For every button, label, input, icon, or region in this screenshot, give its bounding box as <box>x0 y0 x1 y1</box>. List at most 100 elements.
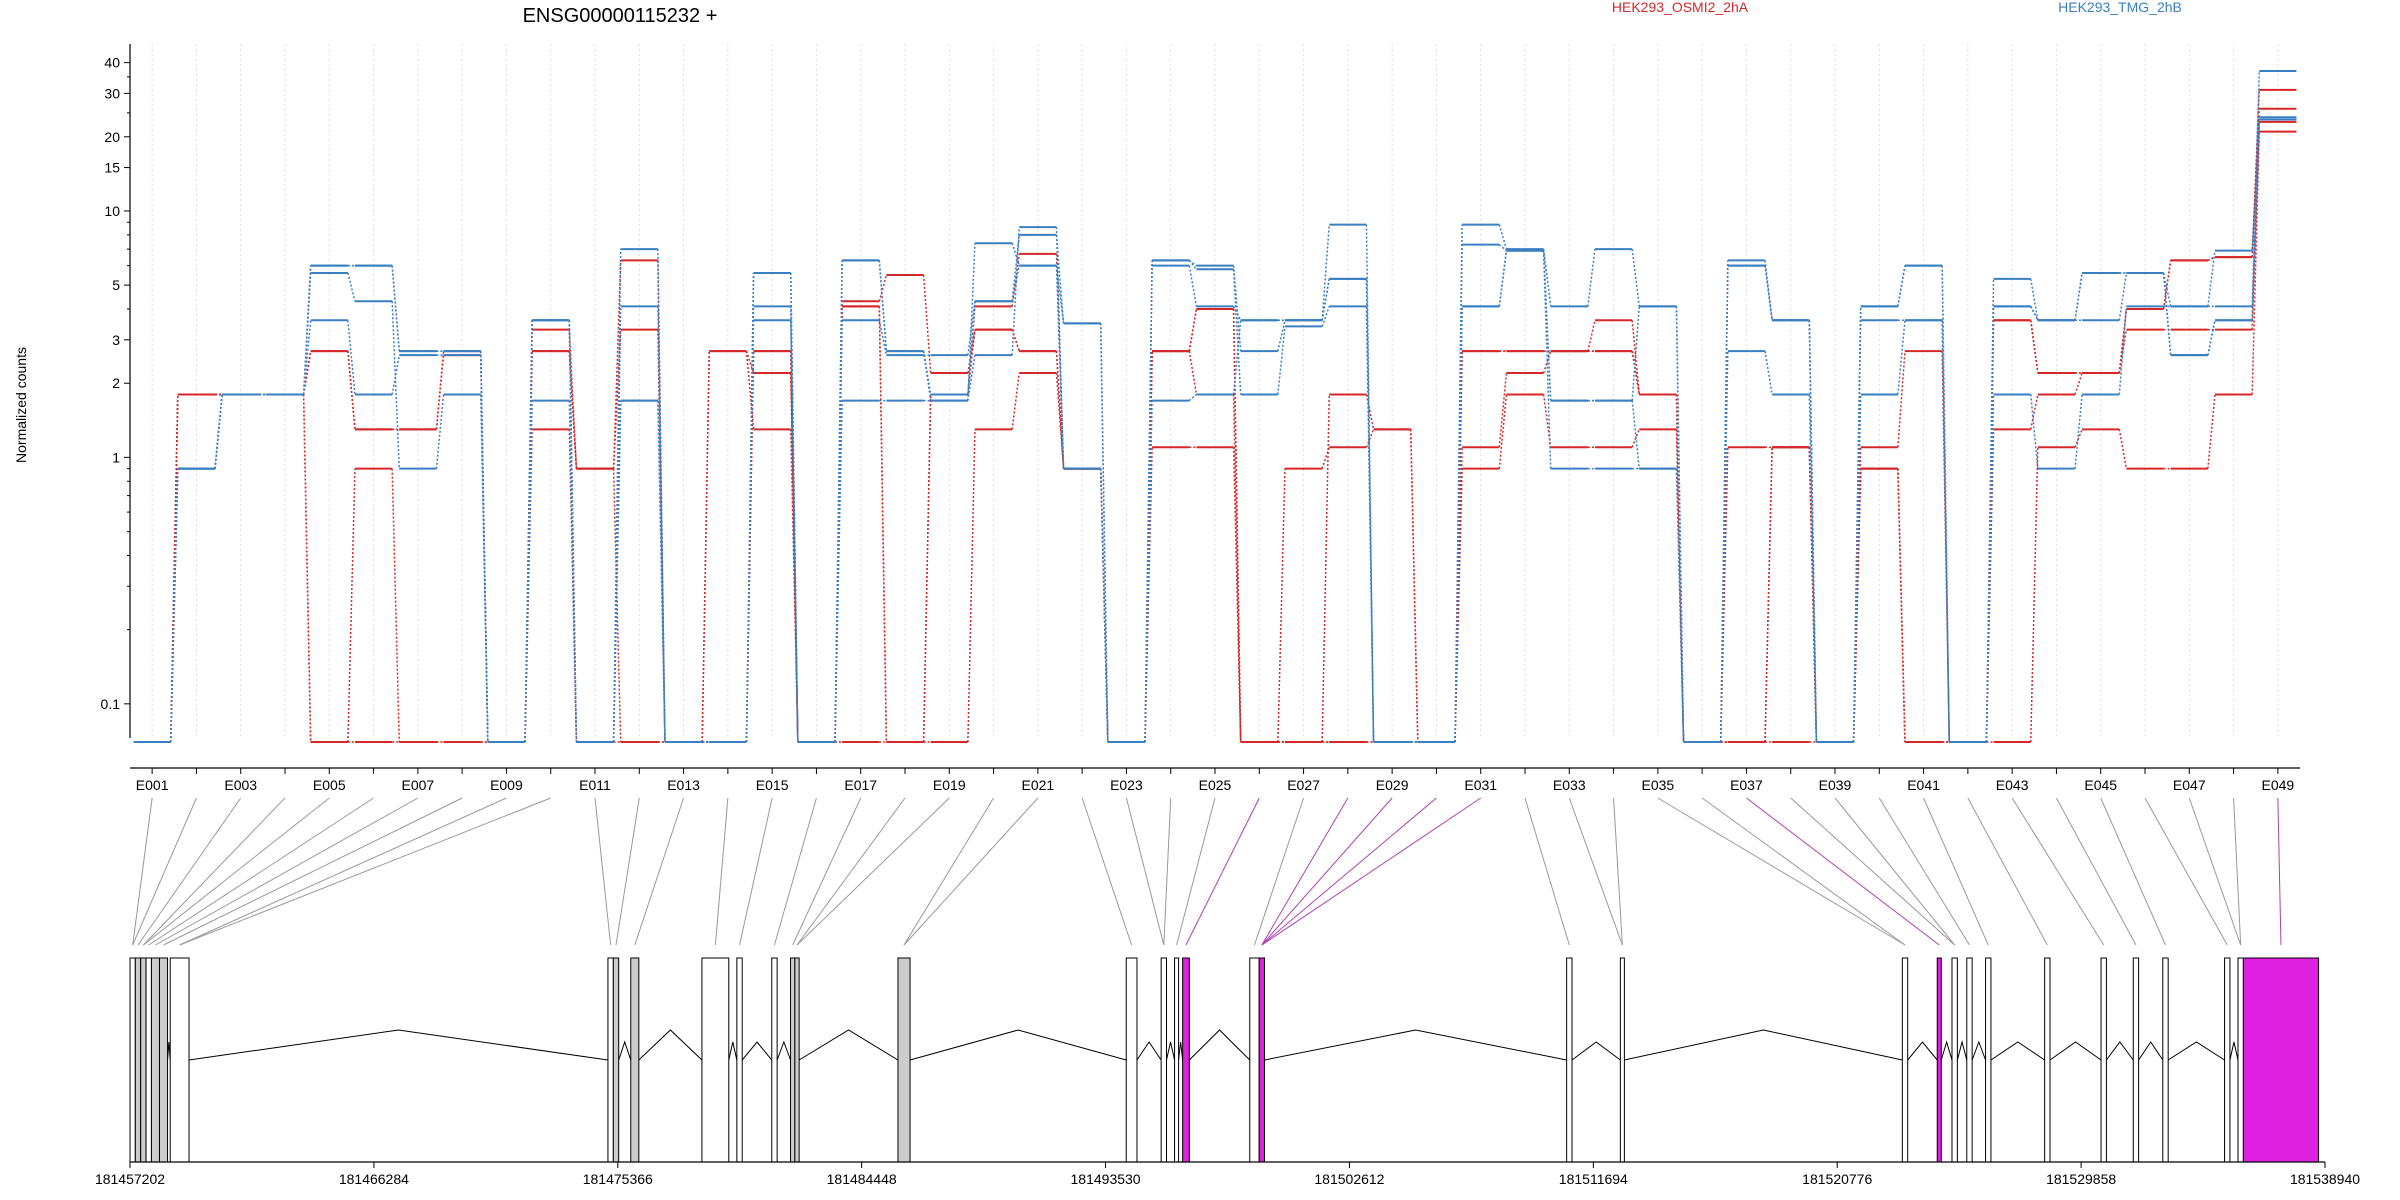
series-connector <box>1542 394 1552 448</box>
series-lines <box>133 69 2297 743</box>
exon-box <box>2100 957 2107 1163</box>
exon-connector <box>137 797 242 946</box>
exon-box <box>1951 957 1958 1163</box>
series-connector <box>1099 323 1109 743</box>
series-connector <box>1321 394 1331 743</box>
coord-tick-label: 181511694 <box>1559 1171 1628 1187</box>
exon-box <box>169 957 190 1163</box>
series-connector <box>347 351 356 430</box>
exon-tick-label: E017 <box>844 777 877 793</box>
series-connector <box>878 320 888 356</box>
series-connector <box>1498 394 1508 469</box>
series-connector <box>2030 394 2039 430</box>
exon-connector <box>2011 797 2105 946</box>
series-group <box>133 69 2297 743</box>
exon-connector <box>1261 797 1349 946</box>
series-connector <box>834 320 843 743</box>
coord-tick-label: 181493530 <box>1071 1171 1141 1187</box>
series-connector <box>1498 244 1507 252</box>
series-connector <box>1587 320 1596 352</box>
exon-connector <box>714 797 729 946</box>
exon-connector <box>2277 797 2282 946</box>
series-connector <box>1232 447 1242 743</box>
exon-connector <box>739 797 773 946</box>
exon-connector <box>594 797 612 946</box>
exon-connector <box>1125 797 1165 946</box>
coord-tick-label: 181529858 <box>2046 1171 2116 1187</box>
exon-box <box>1619 957 1625 1163</box>
series-connector <box>745 273 755 743</box>
exon-connector <box>1878 797 1970 946</box>
exon-connector <box>615 797 640 946</box>
intron-line <box>1571 1041 1621 1061</box>
exon-tick-label: E049 <box>2262 777 2295 793</box>
intron-line <box>1940 1040 1953 1061</box>
series-connector <box>1542 249 1552 307</box>
exon-box <box>897 957 911 1163</box>
series-connector <box>1365 278 1375 743</box>
exon-tick-label: E015 <box>756 777 789 793</box>
exon-connector <box>773 797 817 946</box>
exon-grid <box>151 44 2279 738</box>
intron-line <box>1178 1041 1184 1061</box>
series-connector <box>878 260 888 352</box>
series-connector <box>1631 350 1640 395</box>
intron-line <box>2167 1041 2225 1061</box>
y-axis: 0.1 1 2 3 5 10 15 20 30 40 <box>101 44 131 738</box>
intron-line <box>1956 1040 1968 1061</box>
series-connector <box>391 355 400 395</box>
exon-connector <box>1176 797 1216 946</box>
series-connector <box>1719 351 1729 743</box>
series-connector <box>1277 326 1286 395</box>
coord-tick-label: 181484448 <box>827 1171 897 1187</box>
series-connector <box>922 394 932 743</box>
series-connector <box>2207 250 2216 307</box>
exon-connector <box>792 797 862 946</box>
exon-connector <box>132 797 153 946</box>
series-connector <box>1011 372 1021 430</box>
exon-connector <box>1568 797 1623 946</box>
series-connector <box>745 273 755 743</box>
series-connector <box>701 351 711 743</box>
intron-line <box>728 1041 738 1061</box>
series-group <box>133 118 2297 743</box>
exon-connector <box>179 797 507 946</box>
exon-tick-label: E003 <box>224 777 257 793</box>
intron-line <box>1188 1029 1251 1061</box>
series-connector <box>612 400 622 743</box>
series-connector <box>1587 249 1596 307</box>
exon-box <box>1182 957 1190 1163</box>
exon-box <box>2237 957 2244 1163</box>
series-connector <box>834 400 843 743</box>
series-connector <box>1011 234 1021 302</box>
exon-box <box>2242 957 2320 1163</box>
series-connector <box>2251 131 2261 395</box>
exon-connector <box>132 797 197 946</box>
exon-box <box>1936 957 1942 1163</box>
coord-tick-label: 181538940 <box>2290 1171 2360 1187</box>
legend-osmi: HEK293_OSMI2_2hA <box>1612 0 1749 15</box>
exon-connector <box>1261 797 1393 946</box>
exon-box <box>1258 957 1266 1163</box>
exon-tick-label: E041 <box>1907 777 1940 793</box>
y-tick-label: 3 <box>112 332 120 348</box>
series-connector <box>214 394 223 469</box>
exon-connector <box>179 797 551 946</box>
series-connector <box>524 320 533 743</box>
coord-tick-label: 181475366 <box>583 1171 653 1187</box>
y-tick-label: 10 <box>104 203 120 219</box>
series-connector <box>479 351 489 743</box>
series-connector <box>1985 320 1995 743</box>
exon-tick-label: E043 <box>1996 777 2029 793</box>
series-connector <box>302 394 312 743</box>
exon-box <box>790 957 796 1163</box>
exon-connector <box>1701 797 1906 946</box>
intron-line <box>1136 1041 1162 1061</box>
exon-connector <box>903 797 1039 946</box>
series-connector <box>1897 351 1906 448</box>
series-connector <box>1454 306 1463 743</box>
exon-connector <box>634 797 685 946</box>
exon-tick-label: E009 <box>490 777 523 793</box>
exon-connector <box>1790 797 1956 946</box>
coord-tick-label: 181520776 <box>1802 1171 1872 1187</box>
